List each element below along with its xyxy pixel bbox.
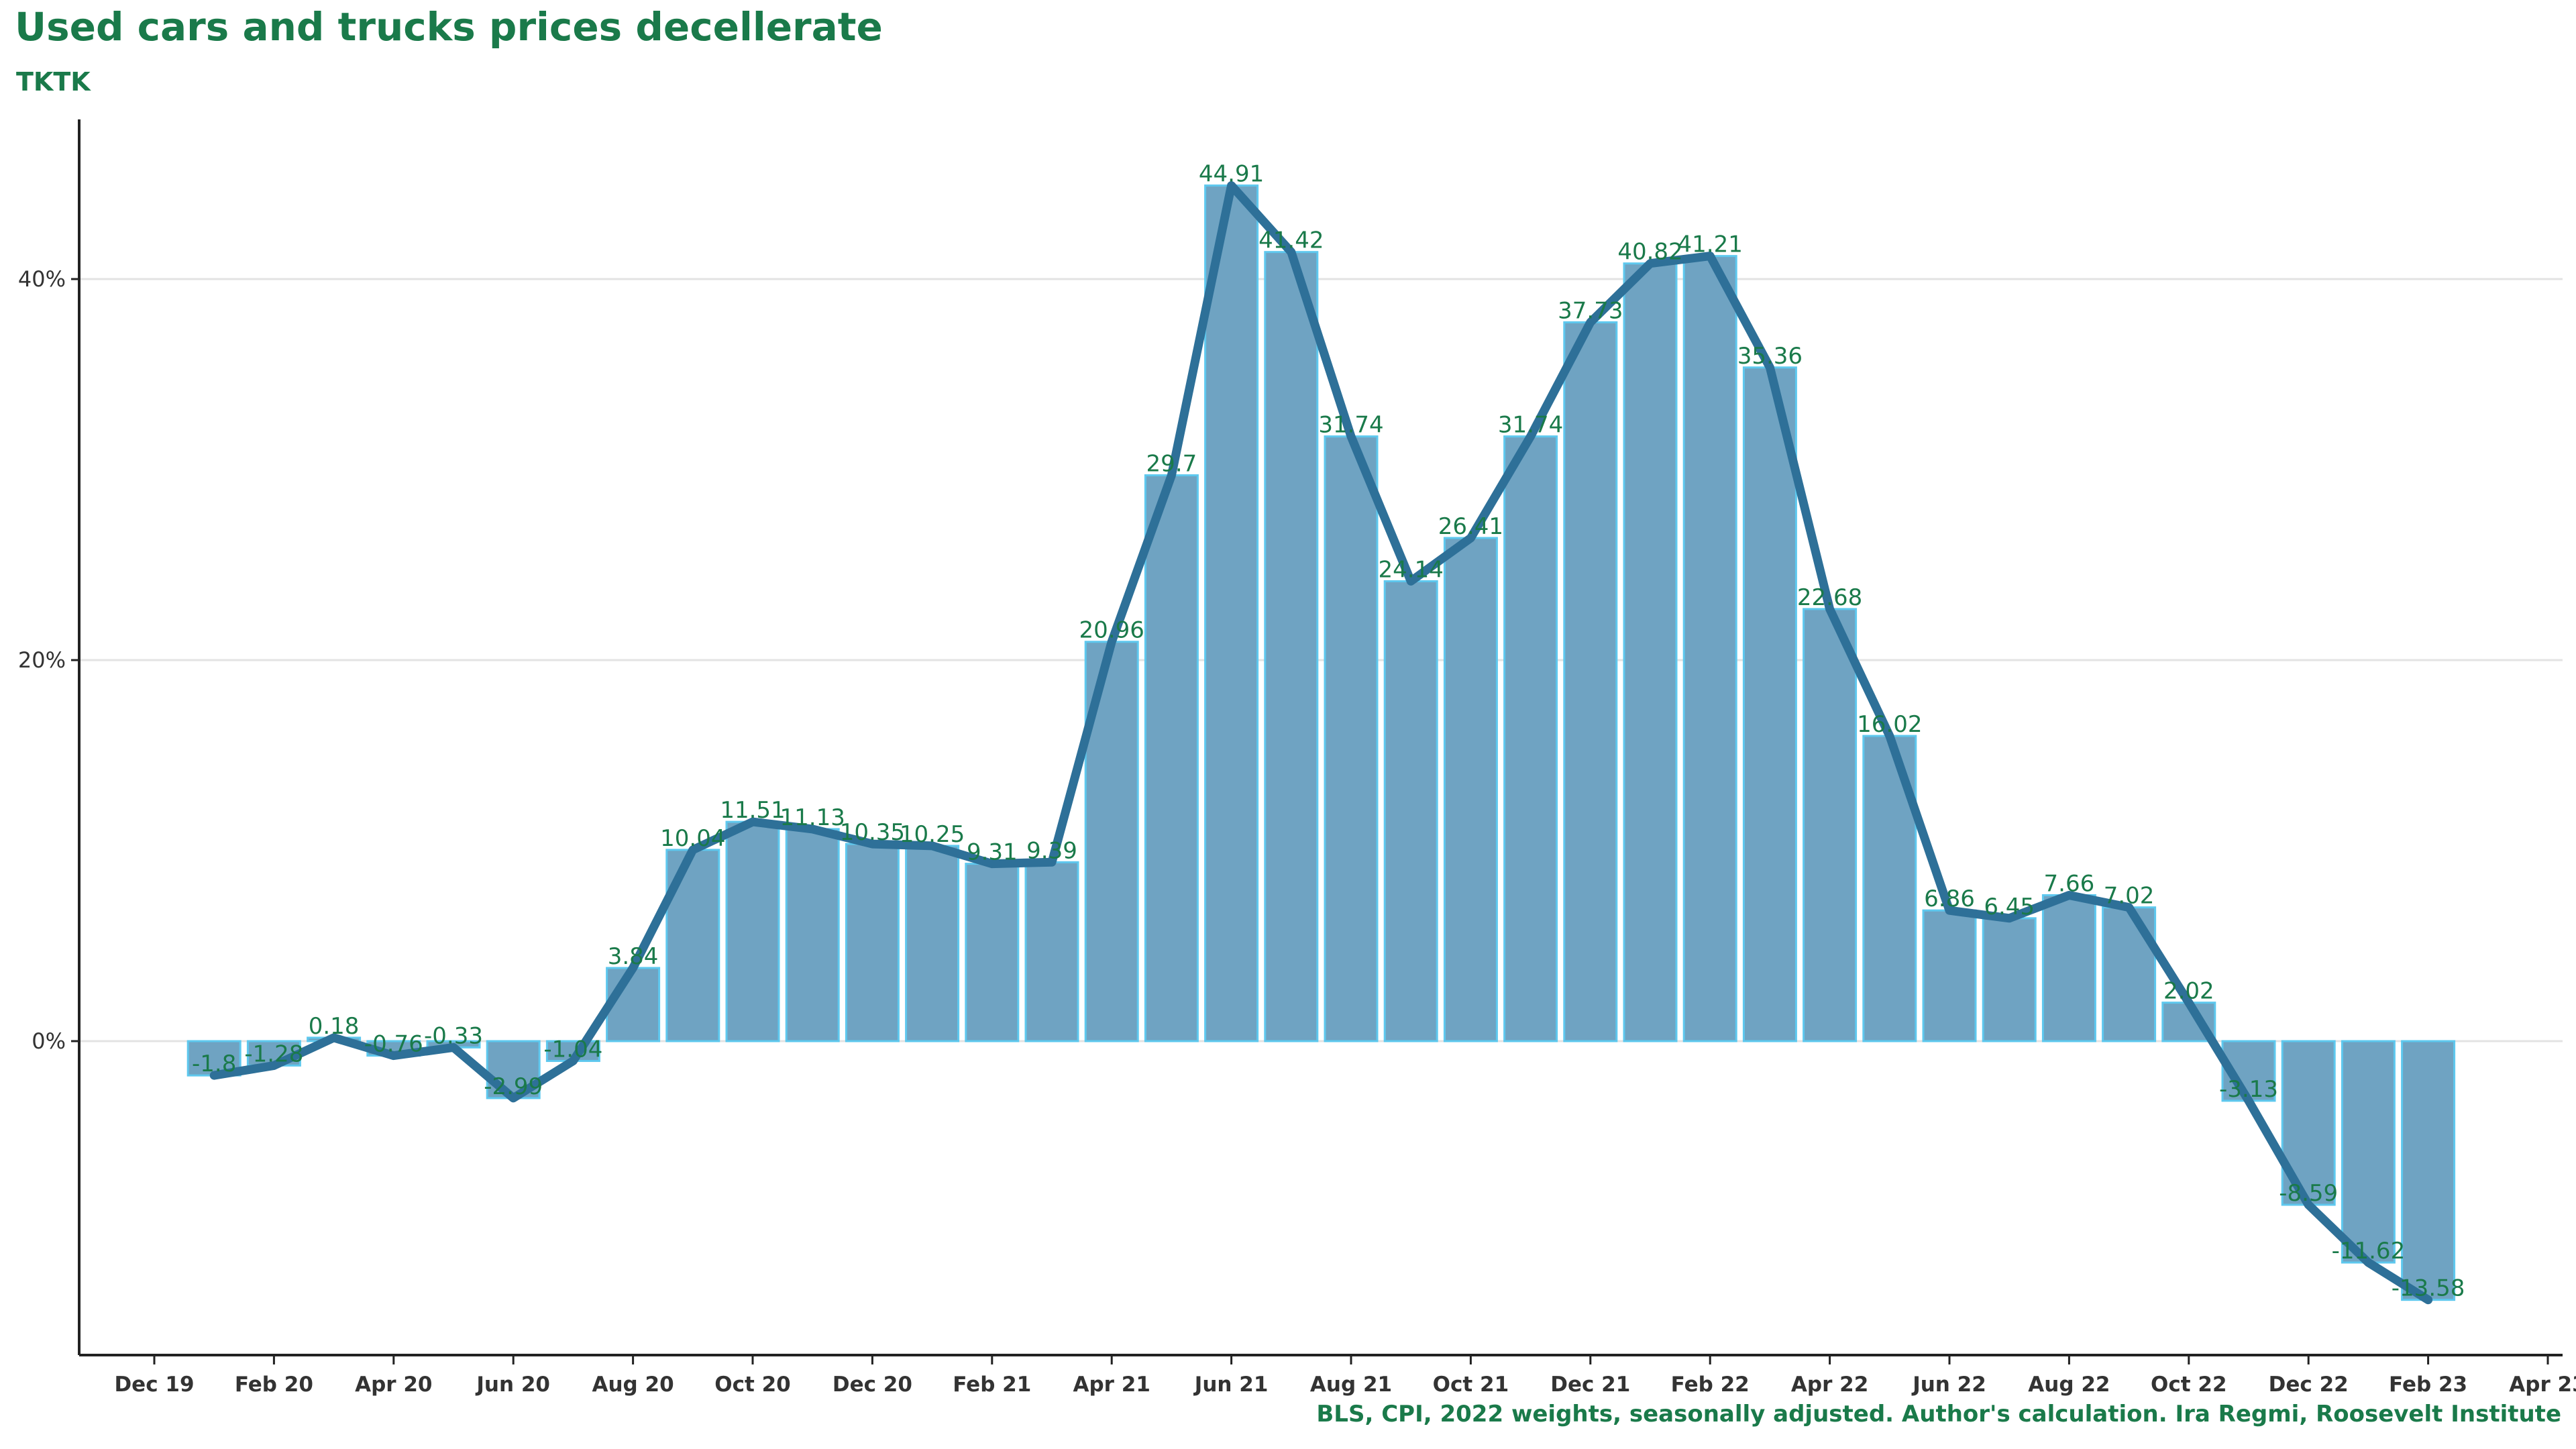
bar [2401,1040,2456,1301]
bar [2041,894,2096,1042]
y-tick-label: 40% [18,266,66,292]
data-label: 20.96 [1079,617,1144,644]
x-tick-label: Dec 21 [1550,1373,1630,1397]
y-tick-label: 0% [32,1028,66,1054]
data-label: 35.36 [1737,343,1803,370]
bar [1383,580,1438,1042]
data-label: -0.76 [364,1031,423,1058]
data-label: 0.18 [309,1013,360,1040]
x-tick-label: Dec 22 [2269,1373,2349,1397]
data-label: 3.84 [608,943,659,970]
x-tick-label: Aug 20 [592,1373,674,1397]
data-label: 41.42 [1258,227,1324,254]
data-label: 7.66 [2044,870,2095,897]
bar [1982,917,2037,1042]
data-label: 31.74 [1318,412,1383,439]
data-label: 9.31 [967,839,1018,866]
x-tick-label: Oct 22 [2151,1373,2226,1397]
y-tick-label: 20% [18,647,66,673]
data-label: -1.28 [244,1040,303,1067]
x-tick-label: Jun 22 [1911,1373,1986,1397]
bar [1264,251,1319,1042]
x-tick-label: Apr 22 [1791,1373,1868,1397]
source-caption: BLS, CPI, 2022 weights, seasonally adjus… [1316,1401,2561,1428]
bar [725,820,780,1042]
data-label: 2.02 [2163,978,2214,1005]
x-tick-label: Apr 21 [1073,1373,1150,1397]
bar [1803,608,1858,1042]
data-label: 6.86 [1924,885,1975,912]
data-label: 41.21 [1678,231,1743,258]
data-label: 11.51 [720,797,785,824]
bar [2341,1040,2396,1264]
bar [965,863,1020,1042]
bar [1324,435,1379,1042]
x-tick-label: Aug 22 [2028,1373,2110,1397]
bar [905,845,960,1042]
data-label: 44.91 [1199,161,1264,188]
series-line [209,181,2433,1305]
x-tick-label: Apr 20 [355,1373,432,1397]
data-label: -13.58 [2392,1275,2465,1302]
data-label: 37.73 [1558,297,1623,324]
bar [1144,474,1199,1042]
data-label: -0.33 [424,1022,483,1049]
data-label: 9.39 [1026,837,1077,864]
bar [1682,255,1737,1042]
data-label: 11.13 [780,804,845,831]
x-tick-label: Feb 20 [235,1373,313,1397]
data-label: -3.13 [2219,1076,2278,1103]
data-label: 40.82 [1617,239,1682,266]
x-tick-label: Feb 23 [2389,1373,2467,1397]
data-label: 26.41 [1438,513,1503,540]
bar [1742,366,1797,1042]
data-label: 16.02 [1857,711,1922,738]
data-label: -2.99 [484,1073,543,1100]
x-tick-label: Apr 23 [2509,1373,2576,1397]
data-label: -8.59 [2279,1180,2338,1207]
axes: 0% 20% 40% Dec 19 Feb 20 Apr 20 Jun 20 Aug 20 Oc… [18,119,2576,1397]
data-label: 24.14 [1379,556,1444,583]
trend-line [209,181,2433,1305]
x-tick-label: Feb 21 [953,1373,1031,1397]
bar [845,843,900,1042]
chart-title: Used cars and trucks prices decellerate [15,4,883,50]
data-label: -1.8 [192,1051,236,1077]
bar [1503,435,1558,1042]
data-label: 7.02 [2104,883,2155,910]
grid-lines [79,278,2563,1042]
bar [1024,861,1079,1042]
bar [1204,184,1259,1042]
data-label: 10.25 [900,821,965,848]
bar [2102,906,2157,1042]
data-label: 10.35 [840,819,905,846]
data-label: 29.7 [1146,451,1197,478]
data-label: -11.62 [2332,1238,2406,1265]
x-tick-label: Jun 21 [1193,1373,1269,1397]
x-tick-label: Dec 20 [833,1373,912,1397]
bar [785,828,840,1042]
chart-subtitle: TKTK [16,67,91,97]
x-tick-label: Aug 21 [1310,1373,1392,1397]
x-tick-label: Oct 20 [714,1373,790,1397]
bar [1623,262,1678,1042]
data-label: 6.45 [1984,894,2035,920]
bar [606,967,661,1042]
x-tick-label: Oct 21 [1433,1373,1509,1397]
data-label: 10.04 [660,825,725,852]
x-tick-label: Dec 19 [114,1373,194,1397]
data-label: 22.68 [1797,584,1862,611]
x-tick-label: Feb 22 [1671,1373,1750,1397]
data-label: -1.04 [543,1036,602,1063]
bar [1563,321,1618,1042]
data-labels: -1.8 -1.280.18-0.76 -0.33-2.99-1.04 3.84 10.… [192,161,2465,1302]
data-label: 31.74 [1498,412,1563,439]
bar [1443,537,1498,1042]
x-tick-label: Jun 20 [475,1373,550,1397]
bar [1922,909,1977,1042]
